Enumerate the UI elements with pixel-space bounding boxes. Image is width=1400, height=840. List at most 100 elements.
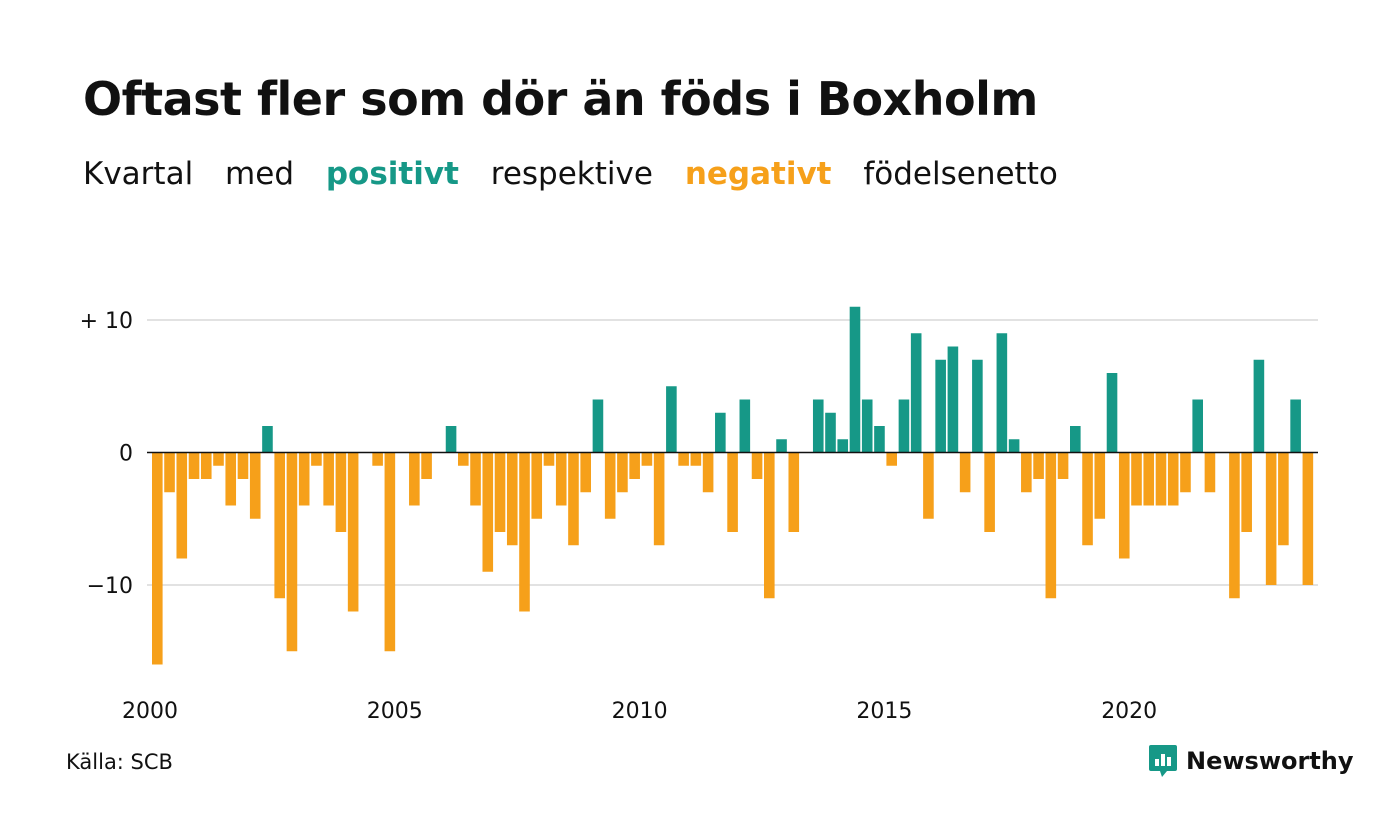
bar-13 xyxy=(311,452,322,466)
bar-26 xyxy=(470,452,481,506)
bar-54 xyxy=(812,399,824,453)
bar-88 xyxy=(1229,452,1240,599)
bar-69 xyxy=(996,333,1008,453)
grid-layer xyxy=(147,319,1318,586)
bar-75 xyxy=(1070,426,1081,453)
bar-68 xyxy=(984,452,995,532)
bar-19 xyxy=(384,452,396,652)
bar-11 xyxy=(286,452,298,652)
bar-43 xyxy=(678,452,689,466)
bar-28 xyxy=(494,452,506,532)
bar-66 xyxy=(959,452,971,493)
bar-89 xyxy=(1241,452,1252,532)
bar-83 xyxy=(1167,452,1179,506)
bar-90 xyxy=(1253,359,1265,453)
bar-12 xyxy=(298,452,310,506)
bar-56 xyxy=(837,439,849,453)
bar-8 xyxy=(249,452,261,519)
bar-51 xyxy=(776,439,787,453)
bar-31 xyxy=(531,452,543,519)
bar-27 xyxy=(482,452,494,572)
bar-47 xyxy=(727,452,738,532)
subtitle-word-fodelsenetto: födelsenetto xyxy=(863,156,1058,192)
axis-layer: + 10 0 −10 2000 2005 2010 2015 2020 xyxy=(80,309,1318,724)
bar-0 xyxy=(152,452,163,665)
bar-76 xyxy=(1082,452,1093,546)
source-note: Källa: SCB xyxy=(66,750,173,774)
bars-layer xyxy=(152,306,1314,665)
bar-81 xyxy=(1143,452,1155,506)
logo-text: Newsworthy xyxy=(1186,747,1354,775)
bar-24 xyxy=(445,426,457,453)
bar-6 xyxy=(225,452,237,506)
bar-77 xyxy=(1094,452,1106,519)
bar-63 xyxy=(923,452,934,519)
bar-67 xyxy=(972,359,983,453)
bar-85 xyxy=(1192,399,1203,453)
bar-4 xyxy=(200,452,212,479)
bar-86 xyxy=(1204,452,1216,493)
bar-16 xyxy=(347,452,359,612)
bar-10 xyxy=(274,452,285,599)
bar-42 xyxy=(666,386,677,453)
x-tick-label: 2000 xyxy=(122,699,178,724)
newsworthy-logo: Newsworthy xyxy=(1148,744,1354,778)
y-tick-label: −10 xyxy=(87,574,133,599)
y-tick-label: 0 xyxy=(119,442,133,467)
bar-38 xyxy=(617,452,628,493)
bar-93 xyxy=(1290,399,1301,453)
bar-70 xyxy=(1008,439,1020,453)
x-tick-label: 2005 xyxy=(367,699,423,724)
bar-7 xyxy=(237,452,249,479)
bar-5 xyxy=(213,452,224,466)
newsworthy-logo-icon xyxy=(1149,745,1177,777)
bar-22 xyxy=(421,452,432,479)
bar-9 xyxy=(262,426,273,453)
bar-52 xyxy=(788,452,800,532)
bar-45 xyxy=(702,452,714,493)
bar-48 xyxy=(739,399,751,453)
bar-82 xyxy=(1155,452,1167,506)
bar-84 xyxy=(1180,452,1191,493)
bar-46 xyxy=(715,412,726,453)
bar-25 xyxy=(458,452,469,466)
bar-60 xyxy=(886,452,897,466)
bar-59 xyxy=(874,426,885,453)
bar-40 xyxy=(641,452,653,466)
bar-72 xyxy=(1033,452,1044,479)
bar-18 xyxy=(372,452,383,466)
bar-2 xyxy=(176,452,188,559)
bar-21 xyxy=(409,452,420,506)
bar-92 xyxy=(1278,452,1289,546)
bar-58 xyxy=(861,399,873,453)
bar-78 xyxy=(1106,373,1118,453)
bar-35 xyxy=(580,452,591,493)
subtitle-negative-label: negativt xyxy=(684,156,832,192)
bar-30 xyxy=(519,452,530,612)
subtitle-positive-label: positivt xyxy=(325,156,459,192)
bar-94 xyxy=(1302,452,1314,585)
bar-91 xyxy=(1265,452,1277,585)
bar-55 xyxy=(825,412,836,453)
bar-41 xyxy=(653,452,665,546)
bar-50 xyxy=(764,452,775,599)
bar-1 xyxy=(164,452,175,493)
bar-39 xyxy=(629,452,640,479)
bar-64 xyxy=(935,359,946,453)
subtitle-word-respektive: respektive xyxy=(490,156,653,192)
bar-71 xyxy=(1021,452,1032,493)
bar-44 xyxy=(690,452,702,466)
subtitle-word-med: med xyxy=(225,156,294,192)
bar-74 xyxy=(1057,452,1069,479)
bar-29 xyxy=(506,452,518,546)
bar-62 xyxy=(910,333,922,453)
chart-title: Oftast fler som dör än föds i Boxholm xyxy=(83,72,1038,126)
bar-61 xyxy=(898,399,910,453)
chart-subtitle: Kvartal med positivt respektive negativt… xyxy=(83,156,1080,192)
bar-32 xyxy=(543,452,555,466)
y-tick-label: + 10 xyxy=(80,309,133,334)
bar-79 xyxy=(1118,452,1130,559)
bar-57 xyxy=(849,306,861,453)
x-tick-label: 2020 xyxy=(1101,699,1157,724)
x-tick-label: 2015 xyxy=(856,699,912,724)
